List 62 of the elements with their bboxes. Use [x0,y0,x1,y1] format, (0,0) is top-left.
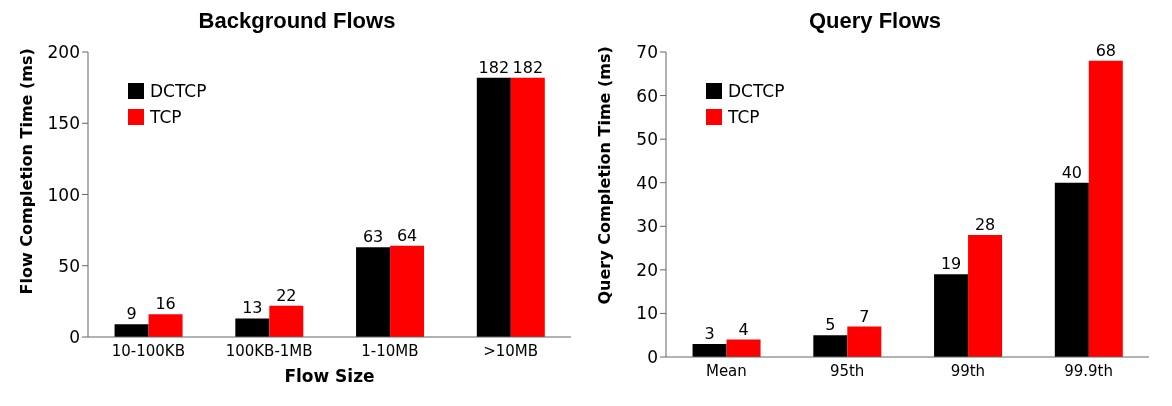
bar [235,318,270,337]
bar [476,77,511,337]
bar [813,335,848,357]
y-tick-label: 0 [69,327,80,348]
bar [269,305,304,337]
bar [148,314,183,337]
bar [1054,182,1089,357]
data-label: 22 [276,285,297,305]
x-tick-label: 95th [829,361,865,380]
bar [390,245,425,337]
bar [1088,60,1123,357]
y-tick-label: 50 [636,129,658,150]
data-label: 4 [738,319,749,339]
legend-label: DCTCP [728,80,785,103]
data-label: 3 [704,323,715,343]
x-axis-title: Flow Size [284,366,375,386]
bar [692,343,727,357]
data-label: 40 [1061,162,1082,182]
bar [968,235,1003,357]
y-tick-label: 0 [647,347,658,368]
legend-label: DCTCP [150,80,207,103]
bar [114,324,149,337]
legend-label: TCP [150,106,182,129]
y-axis-title: Query Completion Time (ms) [594,46,614,305]
bar [726,339,761,357]
y-tick-label: 10 [636,303,658,324]
x-tick-label: >10MB [483,341,539,360]
x-tick-label: 1-10MB [361,341,419,360]
data-label: 7 [859,306,870,326]
y-tick-label: 60 [636,85,658,106]
legend-label: TCP [728,106,760,129]
bar [847,326,882,357]
y-tick-label: 100 [47,184,80,205]
y-axis-title: Flow Completion Time (ms) [16,48,36,295]
x-tick-label: Mean [705,361,747,380]
x-tick-label: 10-100KB [111,341,186,360]
y-tick-label: 200 [47,42,80,63]
data-label: 63 [362,227,384,247]
data-label: 182 [512,57,544,77]
y-tick-label: 50 [58,255,80,276]
data-label: 182 [478,57,510,77]
data-label: 64 [396,225,418,245]
chart-title: Query Flows [807,8,942,35]
data-label: 16 [155,294,176,314]
y-tick-label: 40 [636,172,658,193]
y-tick-label: 150 [47,113,80,134]
y-tick-label: 70 [636,42,658,63]
data-label: 13 [242,298,263,318]
bar [934,274,969,357]
data-label: 19 [940,254,962,274]
bar [356,247,391,337]
data-label: 68 [1095,40,1116,60]
bar [510,77,545,337]
x-tick-label: 99th [950,361,986,380]
y-tick-label: 30 [636,216,658,237]
chart-title: Background Flows [197,8,397,35]
data-label: 5 [825,315,836,335]
data-label: 28 [974,215,996,234]
x-tick-label: 100KB-1MB [225,341,313,360]
x-tick-label: 99.9th [1064,361,1114,380]
data-label: 9 [126,304,137,324]
y-tick-label: 20 [636,259,658,280]
